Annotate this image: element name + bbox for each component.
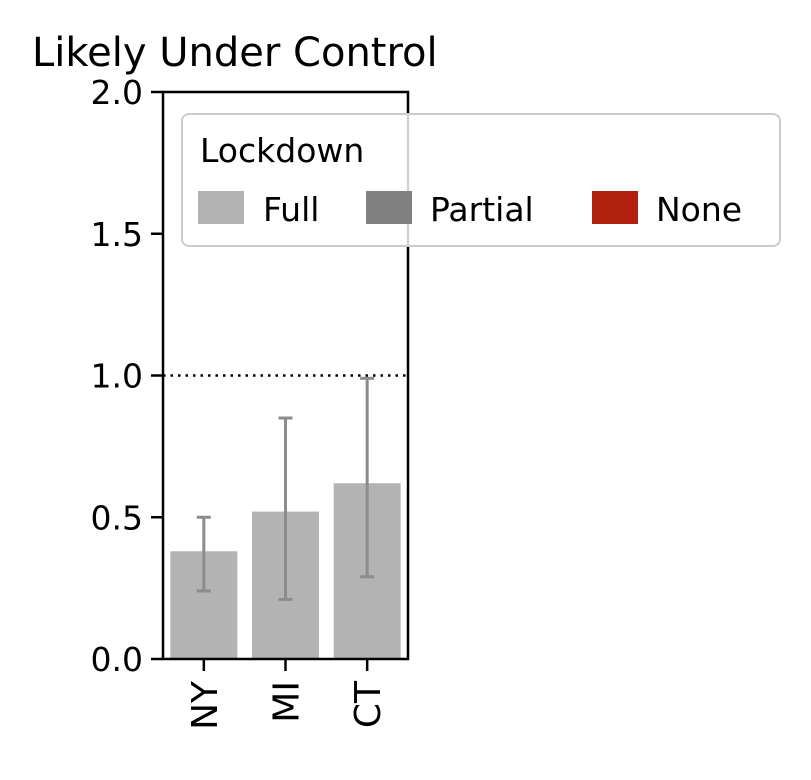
error-bar-mi	[278, 416, 293, 601]
legend: Lockdown Full Partial None	[181, 113, 781, 247]
legend-label-full: Full	[263, 190, 319, 229]
y-tick-label: 1.5	[91, 215, 143, 254]
y-tick-label: 2.0	[91, 73, 143, 112]
y-tick-label: 0.0	[91, 640, 143, 679]
legend-swatch-full	[198, 191, 244, 224]
legend-swatch-partial	[366, 191, 412, 224]
legend-title: Lockdown	[200, 131, 364, 170]
chart-title: Likely Under Control	[32, 30, 438, 76]
error-bars-layer	[196, 376, 375, 601]
error-bar-ct	[360, 376, 375, 579]
x-tick-label-mi: MI	[267, 681, 308, 723]
x-tick-label-ct: CT	[348, 680, 389, 728]
legend-label-partial: Partial	[430, 190, 534, 229]
x-tick-label-ny: NY	[185, 680, 226, 730]
y-tick-label: 1.0	[91, 357, 143, 396]
y-axis: 0.0 0.5 1.0 1.5 2.0	[91, 73, 163, 679]
x-axis: NY MI CT	[185, 659, 389, 730]
legend-label-none: None	[656, 190, 742, 229]
error-bar-ny	[196, 515, 211, 593]
y-tick-label: 0.5	[91, 498, 143, 537]
legend-swatch-none	[592, 191, 638, 224]
